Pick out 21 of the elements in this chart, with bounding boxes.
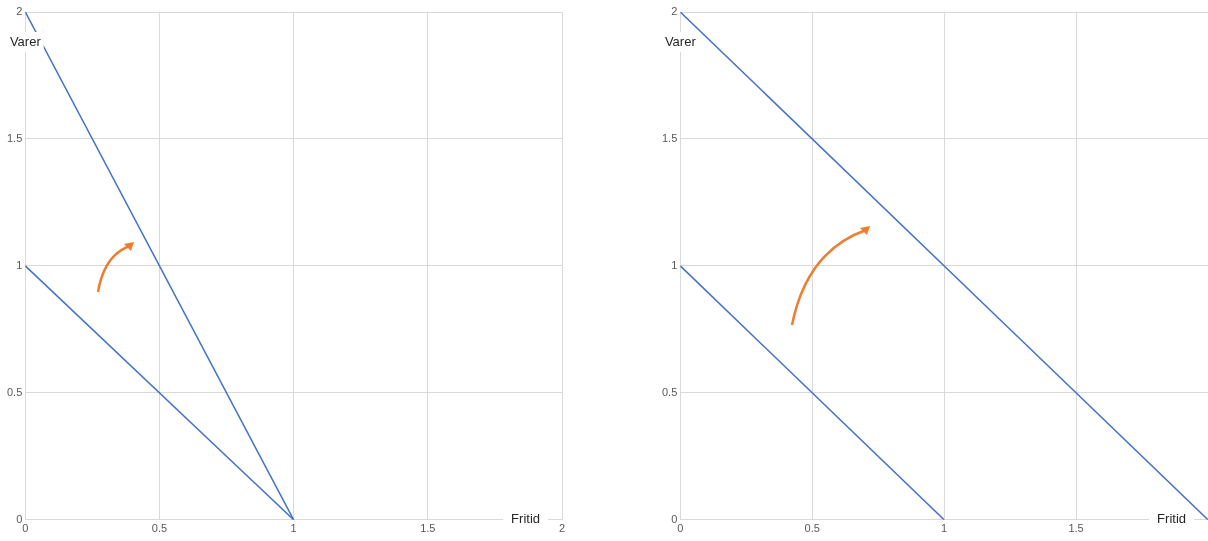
y-axis-title: Varer — [664, 33, 697, 49]
x-tick-label: 0.5 — [151, 522, 168, 535]
x-tick-label: 1 — [290, 522, 297, 535]
y-tick-label: 1 — [671, 258, 678, 271]
y-tick-label: 1.5 — [661, 131, 678, 144]
y-tick-label: 0.5 — [6, 385, 23, 398]
x-axis-title: Fritid — [511, 511, 540, 527]
x-tick-label: 2 — [558, 522, 566, 535]
y-tick-label: 0 — [671, 512, 678, 525]
y-tick-label: 0.5 — [661, 385, 678, 398]
x-tick-label: 1 — [941, 522, 948, 535]
y-tick-label: 2 — [671, 5, 678, 18]
y-tick-label: 2 — [16, 5, 23, 18]
y-tick-label: 0 — [16, 512, 23, 525]
y-axis-title: Varer — [9, 33, 42, 49]
x-tick-label: 1.5 — [1068, 522, 1084, 535]
y-tick-label: 1 — [16, 258, 23, 271]
x-axis-title: Fritid — [1157, 511, 1186, 527]
y-tick-label: 1.5 — [6, 131, 23, 144]
x-tick-label: 1.5 — [420, 522, 436, 535]
x-tick-label: 0.5 — [804, 522, 820, 535]
